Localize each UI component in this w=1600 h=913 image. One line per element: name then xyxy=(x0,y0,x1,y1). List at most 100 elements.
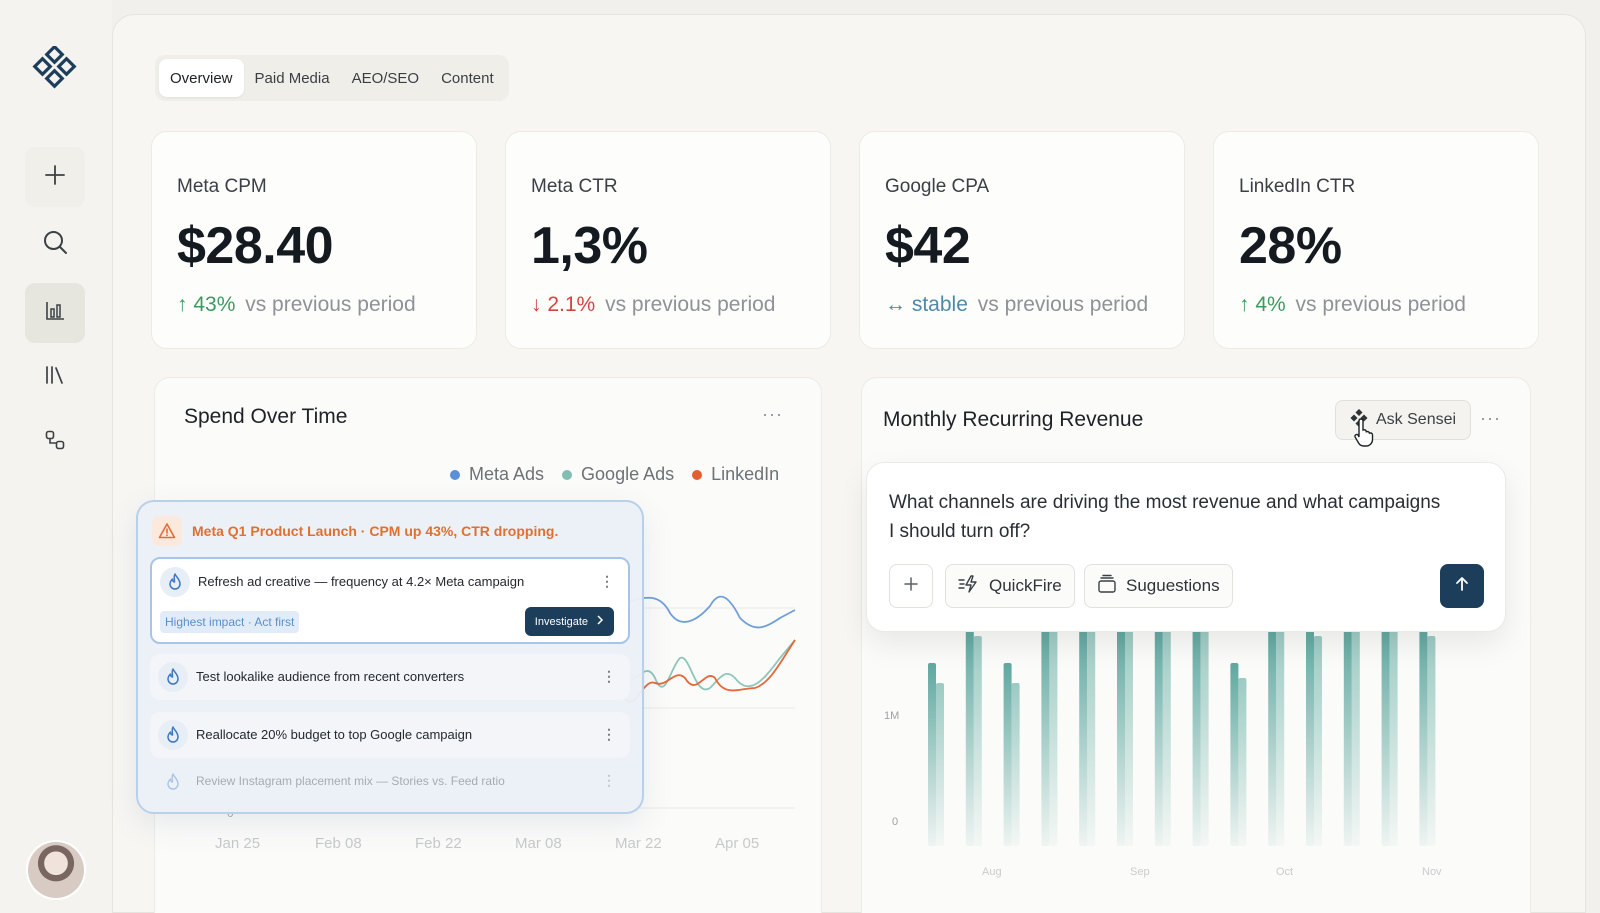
quickfire-button[interactable]: QuickFire xyxy=(945,564,1075,608)
search-icon xyxy=(42,229,68,260)
y-tick-label: 1M xyxy=(884,710,900,722)
user-avatar[interactable] xyxy=(28,842,84,898)
series-line-google-ads xyxy=(624,639,796,691)
chart-legend: Meta Ads Google Ads LinkedIn xyxy=(450,464,779,485)
workflows-nav-button[interactable] xyxy=(25,412,85,472)
flame-icon xyxy=(158,662,188,692)
add-attachment-button[interactable] xyxy=(889,564,933,608)
kpi-card-meta-ctr[interactable]: Meta CTR 1,3% ↓ 2.1% vs previous period xyxy=(505,131,831,349)
pointer-cursor-icon xyxy=(1353,417,1379,452)
tab-paid-media[interactable]: Paid Media xyxy=(254,69,330,87)
tab-overview[interactable]: Overview xyxy=(159,59,244,97)
more-options-icon[interactable]: ··· xyxy=(1480,408,1501,428)
send-button[interactable] xyxy=(1440,564,1484,608)
tab-bar: Overview Paid Media AEO/SEO Content xyxy=(155,55,509,101)
new-item-button[interactable] xyxy=(25,147,85,207)
arrow-up-icon: ↑ xyxy=(1239,293,1250,316)
recommendation-item[interactable]: Reallocate 20% budget to top Google camp… xyxy=(150,712,630,758)
kpi-card-meta-cpm[interactable]: Meta CPM $28.40 ↑ 43% vs previous period xyxy=(151,131,477,349)
kpi-label: Google CPA xyxy=(885,176,990,197)
card-title: Spend Over Time xyxy=(184,405,348,428)
mrr-bar xyxy=(1117,628,1125,846)
search-button[interactable] xyxy=(25,214,85,274)
mrr-bar xyxy=(1125,628,1133,846)
card-title: Monthly Recurring Revenue xyxy=(883,408,1144,431)
ask-sensei-label: Ask Sensei xyxy=(1376,411,1457,428)
kpi-suffix: vs previous period xyxy=(245,293,416,316)
legend-dot xyxy=(562,469,573,480)
mrr-bar xyxy=(1268,628,1277,846)
ask-sensei-button[interactable]: Ask Sensei xyxy=(1335,400,1472,440)
mrr-bar xyxy=(1306,628,1314,846)
x-tick-label: Mar 22 xyxy=(615,835,662,852)
legend-item: Google Ads xyxy=(562,464,674,485)
recommendations-panel: Meta Q1 Product Launch · CPM up 43%, CTR… xyxy=(136,500,644,814)
x-tick-label: Nov xyxy=(1422,866,1442,878)
series-line-meta-ads xyxy=(624,595,796,629)
legend-item: LinkedIn xyxy=(692,464,779,485)
analytics-nav-button[interactable] xyxy=(25,283,85,343)
recommendation-item[interactable]: Test lookalike audience from recent conv… xyxy=(150,654,630,700)
kpi-card-linkedin-ctr[interactable]: LinkedIn CTR 28% ↑ 4% vs previous period xyxy=(1213,131,1539,349)
x-tick-label: Jan 25 xyxy=(215,835,261,852)
mrr-bar xyxy=(1276,628,1285,846)
x-tick-label: Feb 08 xyxy=(315,835,362,852)
kpi-label: Meta CTR xyxy=(531,176,618,197)
kebab-menu-icon[interactable]: ⋮ xyxy=(602,772,616,788)
library-nav-button[interactable] xyxy=(25,347,85,407)
mrr-bar xyxy=(965,628,974,846)
investigate-button[interactable]: Investigate xyxy=(524,607,614,636)
tab-content[interactable]: Content xyxy=(441,69,494,87)
x-tick-label: Sep xyxy=(1130,866,1150,878)
mrr-bar xyxy=(973,636,982,846)
arrow-up-icon: ↑ xyxy=(177,293,188,316)
mrr-bar xyxy=(1087,628,1096,846)
kpi-value: $28.40 xyxy=(177,217,334,275)
recommendation-text: Review Instagram placement mix — Stories… xyxy=(196,774,505,788)
legend-label: LinkedIn xyxy=(711,464,780,484)
mrr-bar xyxy=(1192,628,1201,846)
lightning-icon xyxy=(958,574,980,599)
recommendation-item[interactable]: Review Instagram placement mix — Stories… xyxy=(150,764,630,800)
prompt-input[interactable]: What channels are driving the most reven… xyxy=(889,492,1441,542)
kpi-card-google-cpa[interactable]: Google CPA $42 ↔ stable vs previous peri… xyxy=(859,131,1185,349)
mrr-bar xyxy=(1343,628,1352,846)
kpi-change: ↑ 4% vs previous period xyxy=(1239,293,1466,317)
kpi-label: LinkedIn CTR xyxy=(1239,176,1356,197)
more-options-icon[interactable]: ··· xyxy=(762,404,783,424)
x-tick-label: Oct xyxy=(1276,866,1294,878)
flame-icon xyxy=(158,720,188,750)
legend-label: Meta Ads xyxy=(469,464,545,484)
mrr-bar xyxy=(1381,628,1390,846)
mrr-bar xyxy=(928,663,936,846)
kebab-menu-icon[interactable]: ⋮ xyxy=(602,668,616,684)
flows-icon xyxy=(44,429,66,456)
mrr-bar xyxy=(1314,636,1322,846)
legend-dot xyxy=(450,469,460,480)
arrow-down-icon: ↓ xyxy=(531,293,542,316)
recommendation-text: Reallocate 20% budget to top Google camp… xyxy=(196,727,473,742)
tab-aeo-seo[interactable]: AEO/SEO xyxy=(351,69,420,87)
suggestions-label: Suguestions xyxy=(1126,576,1220,595)
mrr-bar xyxy=(1041,628,1050,846)
kebab-menu-icon[interactable]: ⋮ xyxy=(602,726,616,742)
mrr-bar xyxy=(1419,628,1428,846)
mrr-bar xyxy=(1351,628,1360,846)
suggestions-button[interactable]: Suguestions xyxy=(1084,564,1233,608)
mrr-bar xyxy=(1162,628,1171,846)
mrr-bar xyxy=(1200,628,1209,846)
kebab-menu-icon[interactable]: ⋮ xyxy=(600,573,614,589)
series-line-linkedin xyxy=(624,639,796,703)
mrr-bar xyxy=(936,683,944,846)
brand-logo[interactable] xyxy=(32,44,78,92)
recommendation-item[interactable]: Refresh ad creative — frequency at 4.2× … xyxy=(150,557,630,644)
x-tick-label: Feb 22 xyxy=(415,835,462,852)
chevron-right-icon xyxy=(596,615,604,628)
recommendation-text: Test lookalike audience from recent conv… xyxy=(196,669,465,684)
kpi-change: ↔ stable vs previous period xyxy=(885,293,1148,317)
sidebar xyxy=(0,0,112,913)
mrr-bar xyxy=(1230,663,1239,846)
mrr-bar-chart xyxy=(928,628,1436,846)
kpi-delta: 43% xyxy=(193,293,236,316)
